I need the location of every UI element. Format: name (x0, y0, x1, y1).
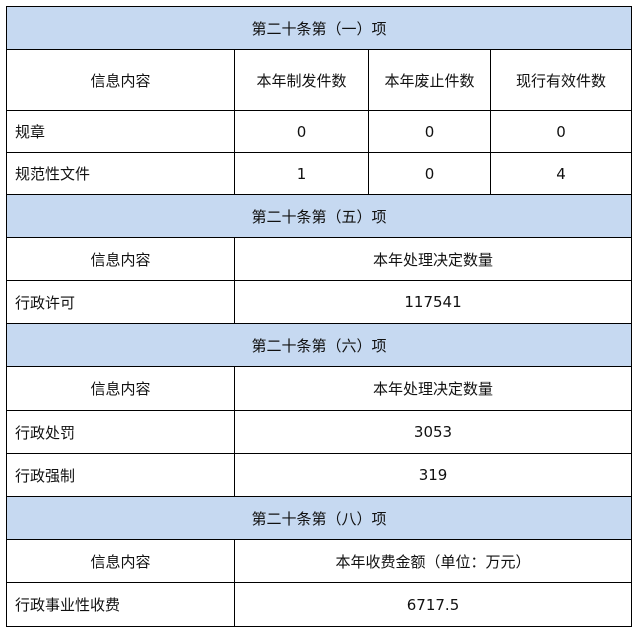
column-header: 本年废止件数 (368, 49, 491, 111)
cell: 3053 (233, 410, 633, 454)
column-header: 现行有效件数 (489, 49, 633, 111)
header-row: 信息内容 本年制发件数 本年废止件数 现行有效件数 (6, 49, 633, 111)
cell: 0 (368, 152, 491, 195)
table-row: 规范性文件 1 0 4 (6, 152, 633, 195)
section-title: 第二十条第（八）项 (5, 496, 633, 540)
header-row: 信息内容 本年处理决定数量 (6, 366, 633, 411)
cell: 319 (233, 453, 633, 497)
section-title: 第二十条第（六）项 (5, 323, 633, 367)
column-header: 本年收费金额（单位：万元） (233, 539, 633, 583)
row-label: 规章 (6, 110, 235, 153)
table-row: 行政处罚 3053 (6, 410, 633, 454)
row-label: 行政处罚 (6, 410, 235, 454)
section-header: 第二十条第（一）项 (5, 6, 633, 50)
cell: 0 (368, 110, 491, 153)
row-label: 行政强制 (6, 453, 235, 497)
cell: 117541 (233, 280, 633, 324)
table-row: 行政事业性收费 6717.5 (6, 582, 633, 627)
cell: 4 (489, 152, 633, 195)
column-header: 本年处理决定数量 (233, 237, 633, 281)
row-label: 规范性文件 (6, 152, 235, 195)
section-title: 第二十条第（一）项 (5, 6, 633, 50)
column-header: 本年处理决定数量 (233, 366, 633, 411)
header-row: 信息内容 本年处理决定数量 (6, 237, 633, 281)
header-row: 信息内容 本年收费金额（单位：万元） (6, 539, 633, 583)
column-header: 信息内容 (6, 49, 235, 111)
column-header: 本年制发件数 (234, 49, 369, 111)
section-header: 第二十条第（五）项 (5, 194, 633, 238)
table-row: 行政许可 117541 (6, 280, 633, 324)
table-row: 规章 0 0 0 (6, 110, 633, 153)
cell: 0 (489, 110, 633, 153)
column-header: 信息内容 (6, 539, 235, 583)
column-header: 信息内容 (6, 237, 235, 281)
cell: 6717.5 (233, 582, 633, 627)
row-label: 行政许可 (6, 280, 235, 324)
table-row: 行政强制 319 (6, 453, 633, 497)
column-header: 信息内容 (6, 366, 235, 411)
row-label: 行政事业性收费 (6, 582, 235, 627)
cell: 0 (234, 110, 369, 153)
section-title: 第二十条第（五）项 (5, 194, 633, 238)
cell: 1 (234, 152, 369, 195)
disclosure-table: 第二十条第（一）项 信息内容 本年制发件数 本年废止件数 现行有效件数 规章 0… (5, 6, 633, 627)
section-header: 第二十条第（八）项 (5, 496, 633, 540)
section-header: 第二十条第（六）项 (5, 323, 633, 367)
